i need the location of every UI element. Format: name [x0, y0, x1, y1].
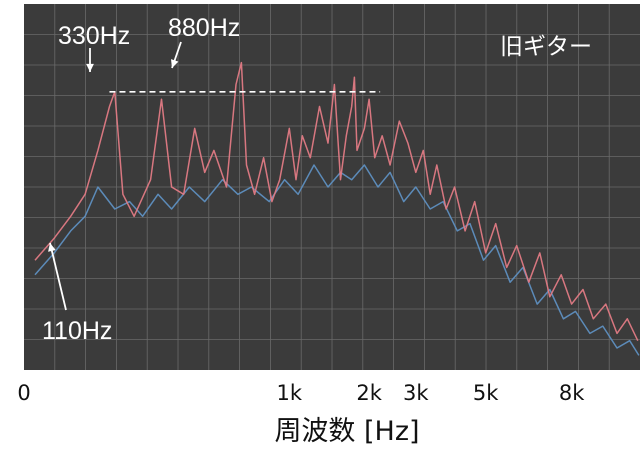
annotation-label: 110Hz: [42, 317, 112, 345]
x-tick-label: 8k: [559, 381, 585, 405]
x-tick-labels: 0 1k 2k 3k 5k 8k: [17, 381, 585, 405]
x-tick-label: 0: [17, 381, 30, 405]
legend-label: 旧ギター: [500, 34, 592, 60]
x-tick-label: 3k: [403, 381, 429, 405]
annotation-layer: 330Hz 880Hz 110Hz: [42, 14, 240, 345]
series-layer: [34, 61, 640, 356]
x-tick-label: 5k: [473, 381, 499, 405]
x-tick-label: 1k: [276, 381, 302, 405]
grid: [24, 4, 640, 370]
series-line: [34, 61, 639, 342]
annotation-label: 330Hz: [58, 22, 130, 50]
annotation-arrowhead: [48, 243, 56, 252]
series-line: [34, 164, 640, 356]
annotation-label: 880Hz: [168, 14, 240, 42]
annotation-arrowhead: [86, 63, 94, 72]
x-axis-title: 周波数 [Hz]: [274, 416, 419, 447]
x-tick-label: 2k: [356, 381, 382, 405]
annotation-arrowhead: [171, 59, 179, 68]
annotation-arrow: [49, 242, 67, 311]
